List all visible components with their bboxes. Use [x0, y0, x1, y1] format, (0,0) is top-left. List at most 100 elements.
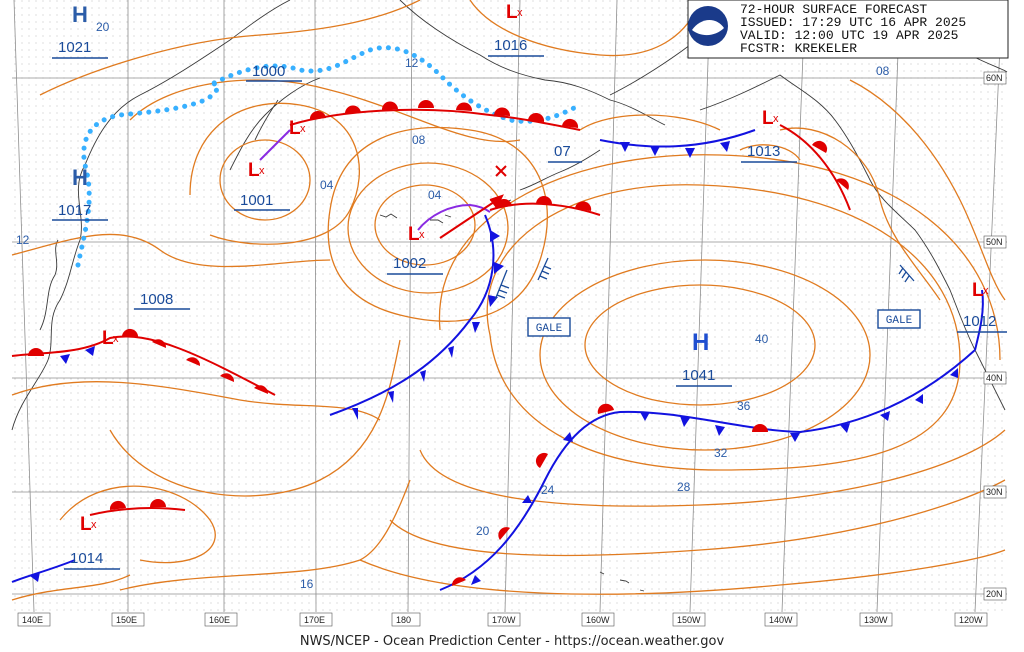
isobar-labels: 20 12 08 04 04 12 08 40 36 32 28 24 20 1… — [16, 20, 890, 591]
cold-front-1012 — [974, 289, 984, 351]
isobar-label: 12 — [405, 56, 419, 70]
cold-front-1014 — [11, 559, 76, 583]
lon-label: 170W — [492, 615, 516, 625]
low-center-x-mark: x — [983, 285, 989, 297]
warm-front-north — [289, 108, 581, 131]
lon-label: 150W — [677, 615, 701, 625]
low-pressure-value: 1001 — [240, 192, 273, 209]
low-pressure-value: 1016 — [494, 37, 527, 54]
warm-front-1014 — [89, 506, 186, 516]
cold-front-west-marks — [60, 346, 95, 364]
low-pressure-value: 1013 — [747, 143, 780, 160]
cold-front-central — [329, 214, 495, 416]
low-center-x-mark: x — [259, 165, 265, 177]
cold-front-gulf-marks — [620, 141, 730, 158]
lat-label: 20N — [986, 589, 1003, 599]
longitude-labels: 140E 150E 160E 170E 180 170W 160W 150W 1… — [12, 612, 1007, 632]
warm-front-gulf — [779, 124, 851, 211]
isobar-label: 20 — [476, 524, 490, 538]
isobar-label: 24 — [541, 483, 555, 497]
lon-label: 150E — [116, 615, 137, 625]
header-forecaster: FCSTR: KREKELER — [740, 41, 857, 56]
low-pressure-value: 1014 — [70, 550, 103, 567]
low-pressure-value: 07 — [554, 143, 571, 160]
high-symbol: H — [692, 329, 709, 356]
low-pressure-value: 1000 — [252, 63, 285, 80]
low-center-x-mark: x — [517, 7, 523, 19]
low-center-x-mark: x — [91, 519, 97, 531]
high-pressure-value: 1017 — [58, 202, 91, 219]
warm-front-north-marks — [309, 100, 579, 128]
occluded-front-1001 — [259, 129, 291, 161]
cold-front-gulf — [599, 129, 756, 148]
isobar-label: 12 — [16, 233, 30, 247]
isobar-label: 20 — [96, 20, 110, 34]
gale-label-east: GALE — [886, 315, 913, 327]
header-valid: VALID: 12:00 UTC 19 APR 2025 — [740, 28, 958, 43]
warm-front-gulf-marks — [812, 140, 849, 190]
stationary-front-south-cold-marks — [471, 368, 958, 585]
low-center-x-mark: x — [773, 113, 779, 125]
latitude-labels: 60N 50N 40N 30N 20N — [983, 71, 1007, 601]
warm-front-west-marks — [28, 328, 269, 394]
storm-track — [439, 165, 507, 239]
noaa-logo-gull — [692, 19, 724, 36]
ice-edge — [75, 45, 583, 268]
isobar-label: 28 — [677, 480, 691, 494]
low-pressure-value: 1012 — [963, 313, 996, 330]
gale-label-central: GALE — [536, 323, 563, 335]
header-title: 72-HOUR SURFACE FORECAST — [740, 2, 927, 17]
lat-label: 40N — [986, 373, 1003, 383]
occluded-front-1002 — [417, 203, 491, 231]
gale-warning-central: GALE — [527, 317, 571, 337]
low-symbol: L — [506, 2, 518, 23]
lon-label: 170E — [304, 615, 325, 625]
lon-label: 140W — [769, 615, 793, 625]
isobar-label: 16 — [300, 577, 314, 591]
warm-front-west — [11, 335, 276, 396]
lat-label: 60N — [986, 73, 1003, 83]
low-pressure-value: 1002 — [393, 255, 426, 272]
low-symbol: L — [248, 160, 260, 181]
low-symbol: L — [289, 118, 301, 139]
lat-label: 30N — [986, 487, 1003, 497]
low-symbol: L — [102, 328, 114, 349]
lon-label: 140E — [22, 615, 43, 625]
warm-front-1014-marks — [109, 499, 166, 510]
low-symbol: L — [408, 224, 420, 245]
isobar-label: 04 — [428, 188, 442, 202]
header-issued: ISSUED: 17:29 UTC 16 APR 2025 — [740, 15, 966, 30]
lon-label: 130W — [864, 615, 888, 625]
low-center-x-mark: x — [300, 123, 306, 135]
low-center-x-mark: x — [113, 333, 119, 345]
lon-label: 160E — [209, 615, 230, 625]
pressure-centers: H 1021 H 1017 1000 L x L x 1001 L x 1002… — [52, 2, 1007, 570]
low-pressure-value: 1008 — [140, 291, 173, 308]
isobar-label: 04 — [320, 178, 334, 192]
cold-front-1014-marks — [30, 572, 40, 582]
high-symbol: H — [72, 165, 88, 190]
lon-label: 180 — [396, 615, 411, 625]
low-symbol: L — [762, 108, 774, 129]
isobar-label: 32 — [714, 446, 728, 460]
isobar-label: 40 — [755, 332, 769, 346]
low-symbol: L — [80, 514, 92, 535]
high-pressure-value: 1041 — [682, 367, 715, 384]
lon-label: 120W — [959, 615, 983, 625]
wind-barbs — [494, 257, 915, 301]
lat-lon-grid — [12, 0, 1007, 613]
stationary-front-south — [439, 349, 976, 591]
stationary-front-south-warm-marks — [451, 403, 768, 586]
cold-front-central-marks — [352, 230, 504, 420]
low-center-x-mark: x — [419, 229, 425, 241]
isobar-label: 36 — [737, 399, 751, 413]
low-symbol: L — [972, 280, 984, 301]
lat-label: 50N — [986, 237, 1003, 247]
high-pressure-value: 1021 — [58, 39, 91, 56]
footer-credit: NWS/NCEP - Ocean Prediction Center - htt… — [299, 634, 725, 649]
gale-warning-east: GALE — [877, 309, 921, 329]
isobar-label: 08 — [876, 64, 890, 78]
forecast-header: 72-HOUR SURFACE FORECAST ISSUED: 17:29 U… — [687, 0, 1009, 59]
isobar-label: 08 — [412, 133, 426, 147]
